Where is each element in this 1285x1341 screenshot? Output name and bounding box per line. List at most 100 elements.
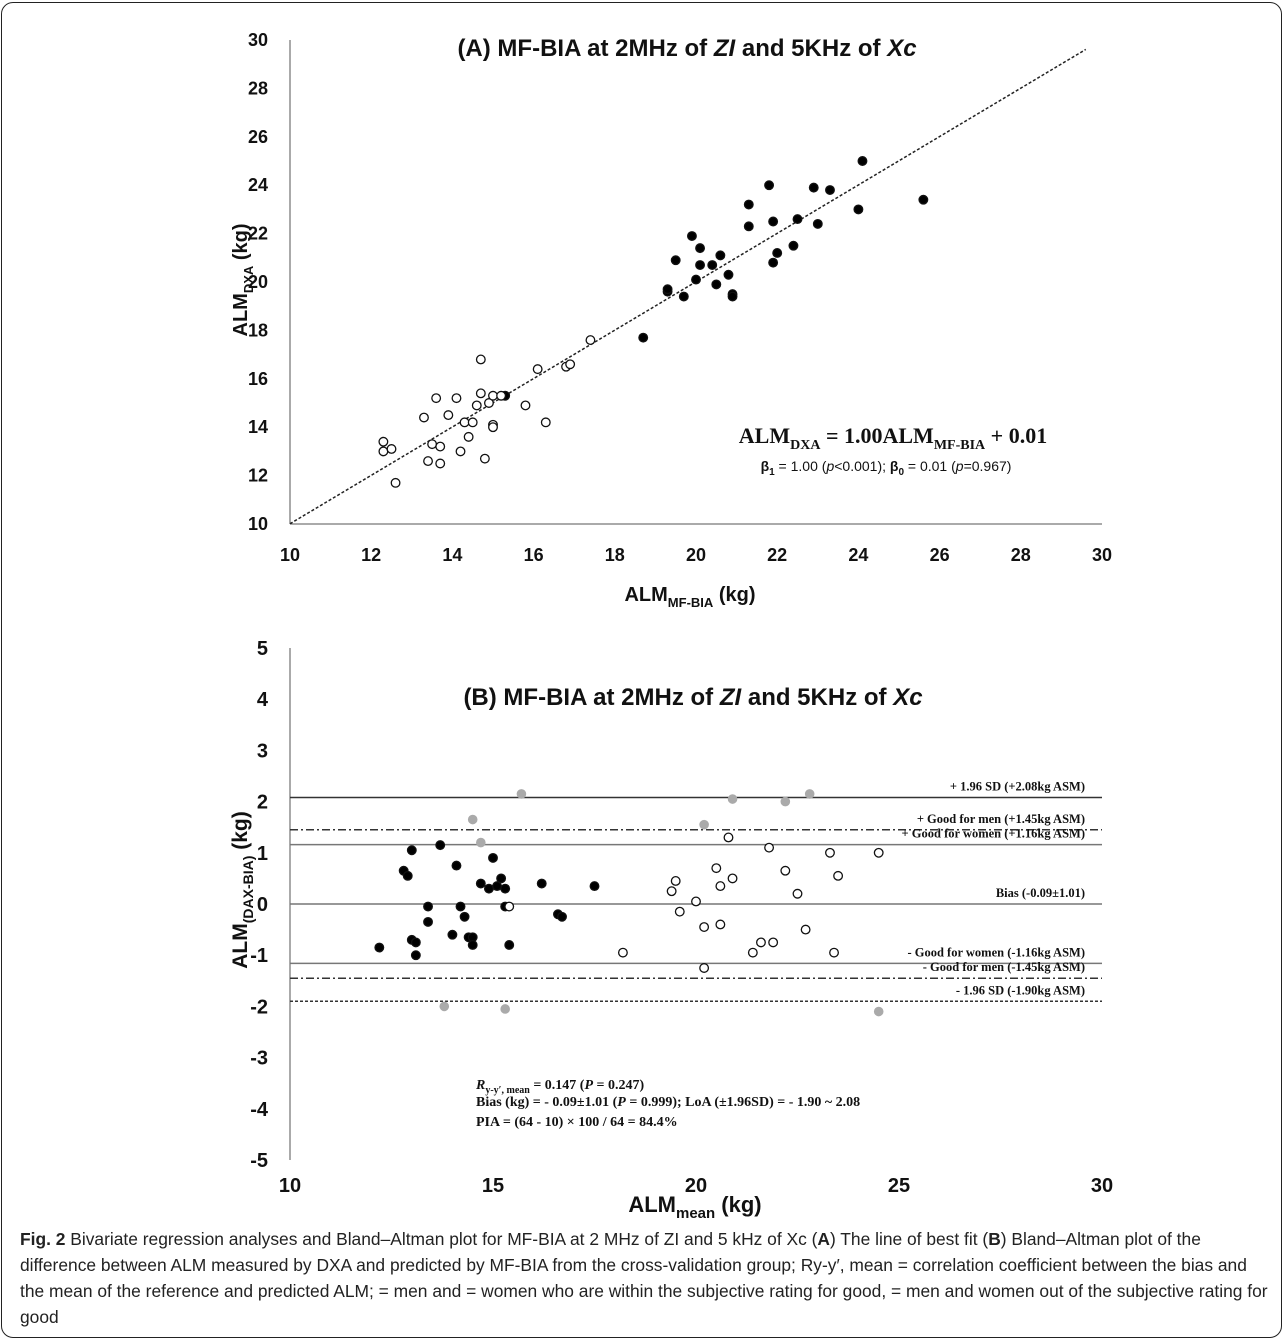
chart-b-point-open [768,937,779,948]
chart-b-x-tick-label: 20 [685,1175,707,1197]
chart-b-y-tick-label: 0 [257,894,268,916]
chart-a-point-filled [825,185,835,195]
chart-a-point-open [378,436,389,447]
chart-b-point-gray [516,789,527,799]
chart-a-point-open [463,431,474,442]
chart-b-y-tick-label: -1 [250,945,268,967]
chart-b-point-filled [467,940,478,950]
chart-a-point-open [390,477,401,488]
chart-a-beta-line: β1 = 1.00 (p<0.001); β0 = 0.01 (p=0.967) [761,458,1012,478]
chart-a-point-open [435,441,446,452]
chart-b-xlabel: ALMmean (kg) [628,1192,761,1220]
caption-panel-a: A [817,1229,830,1249]
chart-b-ylabel: ALM(DAX-BIA) (kg) [229,811,256,968]
chart-a-title: (A) MF-BIA at 2MHz of ZI and 5KHz of Xc [457,35,916,62]
chart-b-point-gray [873,1006,884,1017]
chart-a-point-open [386,444,397,454]
chart-b-point-gray [439,1001,450,1012]
chart-b-x-tick-label: 25 [888,1175,910,1197]
chart-a-point-open [419,412,429,423]
chart-a-point-open [459,417,470,428]
chart-b-point-filled [475,878,486,889]
chart-a-point-filled [678,291,689,302]
chart-a-point-open [532,364,543,375]
chart-b-y-tick-label: -5 [250,1150,268,1172]
chart-b-point-gray [804,789,815,799]
chart-b-point-open [756,937,766,948]
chart-b-point-open [833,870,844,881]
chart-a-ylabel: ALMDXA (kg) [230,224,256,337]
chart-b-point-filled [557,911,567,922]
chart-a-point-filled [792,214,803,225]
chart-a-point-filled [695,260,706,271]
chart-a-point-open [427,439,438,450]
chart-b-point-open [800,924,811,935]
chart-b-point-gray [780,796,791,807]
chart-a-y-tick-label: 10 [248,514,268,534]
chart-a-point-filled [691,274,701,285]
chart-a-point-filled [743,221,754,232]
chart-b-stat-r: Ry-y′, mean = 0.147 (P = 0.247) [475,1078,645,1096]
chart-a-x-tick-label: 18 [605,545,625,565]
figure-caption: Fig. 2 Bivariate regression analyses and… [20,1226,1270,1330]
chart-a-point-filled [918,194,929,205]
chart-b-point-filled [496,873,507,884]
chart-a-x-tick-label: 16 [524,545,544,565]
chart-b-point-filled [374,942,385,953]
chart-a-point-open [431,393,442,404]
chart-b-point-open [715,919,726,930]
chart-b-point-filled [455,901,466,912]
chart-b-point-open [792,888,803,899]
chart-a-point-open [423,456,433,467]
chart-a-y-tick-label: 30 [248,30,268,50]
chart-a-point-filled [812,218,823,229]
chart-b-reference-label: + Good for women (+1.16kg ASM) [902,827,1085,841]
chart-a-point-filled [723,269,734,280]
chart-b-x-tick-label: 10 [279,1175,301,1197]
chart-a-point-filled [853,204,864,215]
chart-a-point-open [565,359,576,370]
caption-text-3: ) Bland–Altman plot of the difference be… [20,1229,1268,1327]
chart-a-point-open [475,388,486,399]
chart-b-x-tick-label: 15 [482,1175,504,1197]
chart-b-point-filled [536,878,547,889]
chart-b-point-open [747,947,758,958]
chart-a-point-filled [808,182,819,193]
chart-b-point-open [723,832,734,843]
chart-a-point-filled [857,156,868,166]
chart-a-y-tick-label: 22 [248,224,268,244]
chart-b-point-filled [459,911,470,922]
chart-a-point-open [443,410,454,421]
chart-a-y-tick-label: 26 [248,127,268,147]
chart-b-stat-bias: Bias (kg) = - 0.09±1.01 (P = 0.999); LoA… [476,1095,860,1110]
chart-a-y-tick-label: 20 [248,272,268,292]
chart-b-point-filled [410,937,421,948]
chart-a-x-tick-label: 30 [1092,545,1112,565]
chart-b-point-open [617,947,628,958]
chart-b-reference-label: + Good for men (+1.45kg ASM) [917,812,1085,826]
chart-a-y-tick-label: 14 [248,417,268,437]
chart-b-point-filled [406,845,417,856]
chart-b-y-tick-label: 4 [257,689,269,711]
chart-b-reference-label: - Good for women (-1.16kg ASM) [907,945,1085,959]
chart-a-point-open [496,390,507,401]
chart-a-x-tick-label: 10 [280,545,300,565]
caption-text-1: Bivariate regression analyses and Bland–… [65,1229,818,1249]
chart-a-point-filled [727,291,738,302]
chart-a: 10 12 14 16 18 20 22 24 26 28 30 10 12 14 16 18 20 22 24 26… [230,30,1112,610]
chart-a-y-tick-label: 28 [248,78,268,98]
chart-a-point-filled [715,250,726,261]
chart-a-y-tick-label: 18 [248,320,268,340]
chart-b-point-open [727,873,738,884]
caption-panel-b: B [988,1229,1001,1249]
chart-b-point-filled [423,901,433,912]
chart-b-x-tick-label: 30 [1091,1175,1113,1197]
chart-a-x-tick-label: 28 [1011,545,1031,565]
chart-a-point-filled [768,257,779,268]
caption-fig-label: Fig. 2 [20,1229,66,1249]
chart-b-point-filled [451,860,462,871]
chart-b-point-open [691,896,701,907]
chart-b-point-open [699,963,710,973]
chart-b-point-filled [589,881,600,892]
